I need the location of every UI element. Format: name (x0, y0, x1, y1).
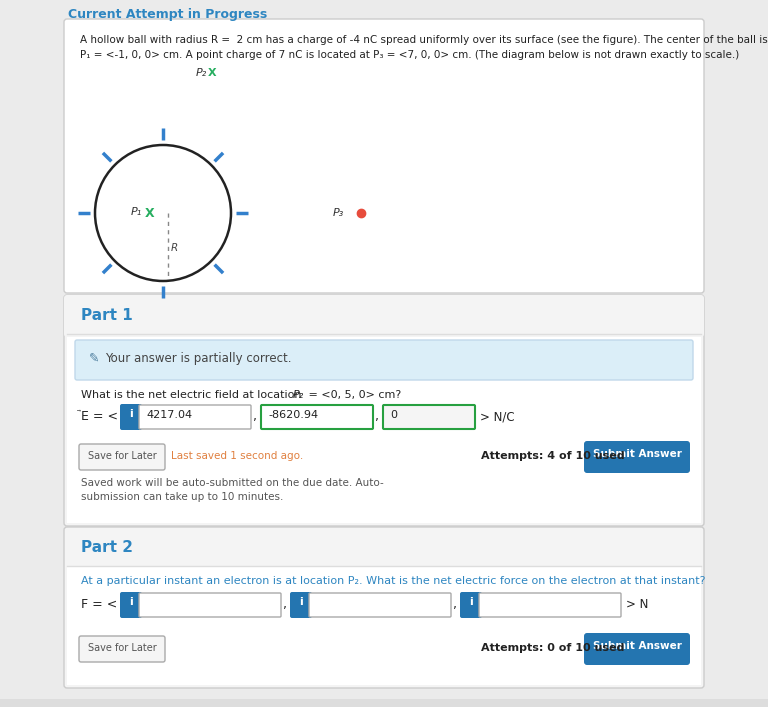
Text: > N/C: > N/C (480, 410, 515, 423)
Text: -8620.94: -8620.94 (268, 410, 318, 420)
FancyBboxPatch shape (64, 295, 704, 337)
FancyBboxPatch shape (460, 592, 482, 618)
FancyBboxPatch shape (139, 593, 281, 617)
Text: F = <: F = < (81, 598, 118, 611)
Text: ,: , (453, 598, 457, 611)
Text: ,: , (375, 410, 379, 423)
Text: X: X (145, 207, 154, 220)
FancyBboxPatch shape (79, 444, 165, 470)
Text: Save for Later: Save for Later (88, 451, 157, 461)
Text: 4217.04: 4217.04 (146, 410, 192, 420)
FancyBboxPatch shape (479, 593, 621, 617)
Text: X: X (208, 68, 217, 78)
Text: > N: > N (626, 598, 648, 611)
FancyBboxPatch shape (67, 566, 701, 685)
Text: ✎: ✎ (89, 352, 100, 365)
Text: Part 2: Part 2 (81, 540, 133, 555)
Text: Part 1: Part 1 (81, 308, 133, 323)
FancyBboxPatch shape (584, 441, 690, 473)
Text: P₁ = <-1, 0, 0> cm. A point charge of 7 nC is located at P₃ = <7, 0, 0> cm. (The: P₁ = <-1, 0, 0> cm. A point charge of 7 … (80, 50, 740, 60)
Text: Attempts: 4 of 10 used: Attempts: 4 of 10 used (481, 451, 624, 461)
Text: i: i (469, 597, 473, 607)
Text: P₃: P₃ (333, 208, 344, 218)
FancyBboxPatch shape (261, 405, 373, 429)
Text: ,: , (283, 598, 287, 611)
Text: 0: 0 (390, 410, 397, 420)
FancyBboxPatch shape (64, 19, 704, 293)
FancyBboxPatch shape (383, 405, 475, 429)
FancyBboxPatch shape (64, 527, 704, 688)
Text: i: i (299, 597, 303, 607)
Text: P₁: P₁ (131, 207, 142, 217)
Text: Attempts: 0 of 10 used: Attempts: 0 of 10 used (481, 643, 624, 653)
Text: At a particular instant an electron is at location P₂. What is the net electric : At a particular instant an electron is a… (81, 576, 706, 586)
Text: Last saved 1 second ago.: Last saved 1 second ago. (171, 451, 303, 461)
FancyBboxPatch shape (139, 405, 251, 429)
FancyBboxPatch shape (64, 295, 704, 526)
Text: P₂: P₂ (293, 390, 304, 400)
Text: Submit Answer: Submit Answer (593, 449, 681, 459)
Text: P₂: P₂ (196, 68, 207, 78)
Text: submission can take up to 10 minutes.: submission can take up to 10 minutes. (81, 492, 283, 502)
Text: R: R (171, 243, 178, 253)
Text: ,: , (253, 410, 257, 423)
FancyBboxPatch shape (120, 592, 142, 618)
FancyBboxPatch shape (0, 699, 768, 707)
Text: What is the net electric field at location: What is the net electric field at locati… (81, 390, 305, 400)
FancyBboxPatch shape (120, 404, 142, 430)
Text: A hollow ball with radius R =  2 cm has a charge of -4 nC spread uniformly over : A hollow ball with radius R = 2 cm has a… (80, 35, 768, 45)
Text: = <0, 5, 0> cm?: = <0, 5, 0> cm? (305, 390, 401, 400)
Text: i: i (129, 409, 133, 419)
Text: Current Attempt in Progress: Current Attempt in Progress (68, 8, 267, 21)
FancyBboxPatch shape (75, 340, 693, 380)
Text: E = <: E = < (81, 410, 118, 423)
FancyBboxPatch shape (79, 636, 165, 662)
Text: Saved work will be auto-submitted on the due date. Auto-: Saved work will be auto-submitted on the… (81, 478, 384, 488)
FancyBboxPatch shape (290, 592, 312, 618)
Text: Submit Answer: Submit Answer (593, 641, 681, 651)
Text: Your answer is partially correct.: Your answer is partially correct. (105, 352, 292, 365)
FancyBboxPatch shape (309, 593, 451, 617)
FancyBboxPatch shape (584, 633, 690, 665)
Text: i: i (129, 597, 133, 607)
FancyBboxPatch shape (67, 334, 701, 523)
Text: Save for Later: Save for Later (88, 643, 157, 653)
